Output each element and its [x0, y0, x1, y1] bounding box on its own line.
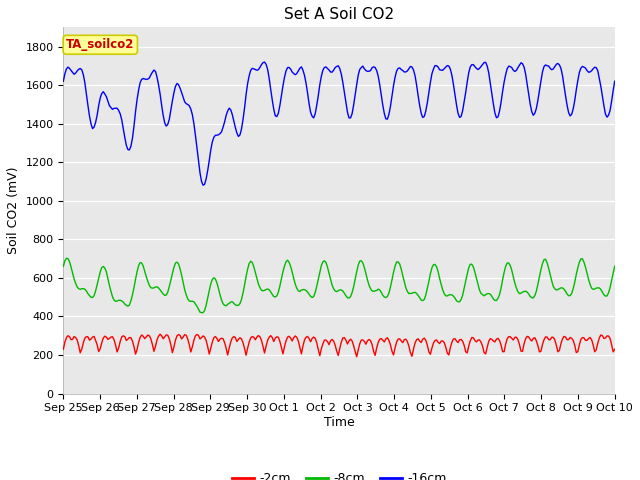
Y-axis label: Soil CO2 (mV): Soil CO2 (mV): [7, 167, 20, 254]
Legend: -2cm, -8cm, -16cm: -2cm, -8cm, -16cm: [227, 467, 451, 480]
Title: Set A Soil CO2: Set A Soil CO2: [284, 7, 394, 22]
Text: TA_soilco2: TA_soilco2: [66, 38, 134, 51]
X-axis label: Time: Time: [324, 416, 355, 429]
